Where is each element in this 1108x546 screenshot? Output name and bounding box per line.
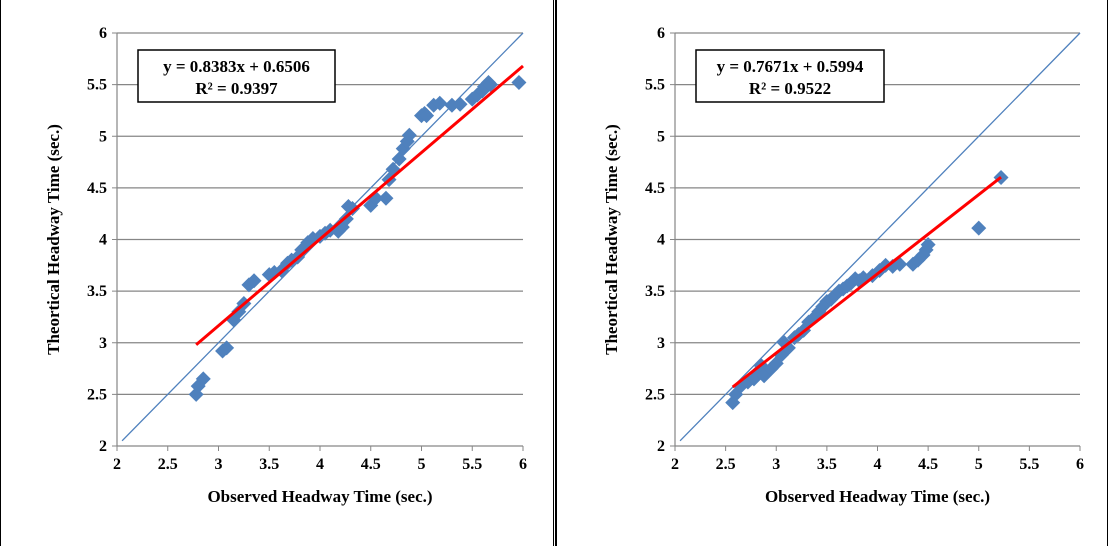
trendline xyxy=(195,64,524,346)
y-tick-label: 5.5 xyxy=(645,77,665,94)
y-tick-label: 6 xyxy=(99,25,107,42)
chart-1: 2 2.5 3 3.5 4 4.5 5 5.5 6 2 2.5 3 3.5 4 4.5 5 5.5 6 y = 0.… xyxy=(44,25,527,506)
y-tick-label: 3 xyxy=(657,335,665,352)
data-point xyxy=(419,108,435,124)
equation-label: y = 0.8383x + 0.6506 xyxy=(163,57,310,76)
y-tick-label: 5.5 xyxy=(87,77,107,94)
y-tick-label: 3.5 xyxy=(87,283,107,300)
x-tick-label: 4 xyxy=(874,456,882,473)
y-tick-label: 2.5 xyxy=(87,386,107,403)
equation-box xyxy=(695,49,885,103)
x-tick-label: 5.5 xyxy=(1019,456,1039,473)
x-tick-label: 5.5 xyxy=(462,456,482,473)
x-tick-label: 3 xyxy=(772,456,780,473)
data-point xyxy=(241,277,257,293)
equation-box xyxy=(137,49,336,103)
x-tick-label: 3 xyxy=(215,456,223,473)
data-point xyxy=(344,201,360,217)
x-tick-label: 3.5 xyxy=(817,456,837,473)
data-point xyxy=(920,237,936,253)
x-tick-label: 2 xyxy=(671,456,679,473)
y-axis-title: Theortical Headway Time (sec.) xyxy=(602,124,621,355)
equation-label: y = 0.7671x + 0.5994 xyxy=(717,57,864,76)
data-point xyxy=(246,273,262,289)
y-tick-label: 4.5 xyxy=(645,180,665,197)
r-squared-label: R² = 0.9522 xyxy=(749,79,831,98)
x-axis-title: Observed Headway Time (sec.) xyxy=(765,487,990,506)
y-axis-title: Theortical Headway Time (sec.) xyxy=(44,124,63,355)
x-tick-label: 5 xyxy=(418,456,426,473)
y-tick-label: 4 xyxy=(99,232,107,249)
x-tick-label: 2.5 xyxy=(158,456,178,473)
data-point xyxy=(971,220,987,236)
y-tick-label: 3 xyxy=(99,335,107,352)
y-tick-label: 3.5 xyxy=(645,283,665,300)
data-point xyxy=(401,127,417,143)
x-tick-label: 2 xyxy=(113,456,121,473)
y-tick-label: 2.5 xyxy=(645,386,665,403)
data-point xyxy=(483,77,499,93)
data-point xyxy=(378,190,394,206)
data-point xyxy=(195,371,211,387)
x-tick-label: 6 xyxy=(1076,456,1084,473)
y-tick-label: 2 xyxy=(657,438,665,455)
x-tick-label: 3.5 xyxy=(259,456,279,473)
chart-panel-left xyxy=(0,0,554,546)
chart-2: 2 2.5 3 3.5 4 4.5 5 5.5 6 2 2.5 3 3.5 4 4.5 5 5.5 6 y = 0.… xyxy=(602,25,1084,506)
x-tick-label: 4.5 xyxy=(918,456,938,473)
data-point xyxy=(432,95,448,111)
data-point xyxy=(780,340,796,356)
x-tick-label: 6 xyxy=(519,456,527,473)
x-tick-label: 5 xyxy=(975,456,983,473)
data-point xyxy=(219,340,235,356)
trendline xyxy=(731,175,1002,389)
r-squared-label: R² = 0.9397 xyxy=(195,79,278,98)
y-tick-label: 5 xyxy=(657,128,665,145)
x-tick-label: 4 xyxy=(316,456,324,473)
reference-line xyxy=(679,32,1081,442)
y-tick-label: 6 xyxy=(657,25,665,42)
x-axis-title: Observed Headway Time (sec.) xyxy=(207,487,432,506)
y-tick-label: 4.5 xyxy=(87,180,107,197)
x-tick-label: 2.5 xyxy=(716,456,736,473)
y-tick-label: 2 xyxy=(99,438,107,455)
x-tick-label: 4.5 xyxy=(361,456,381,473)
y-tick-label: 5 xyxy=(99,128,107,145)
data-point xyxy=(511,75,527,91)
data-point xyxy=(452,96,468,112)
y-tick-label: 4 xyxy=(657,232,665,249)
